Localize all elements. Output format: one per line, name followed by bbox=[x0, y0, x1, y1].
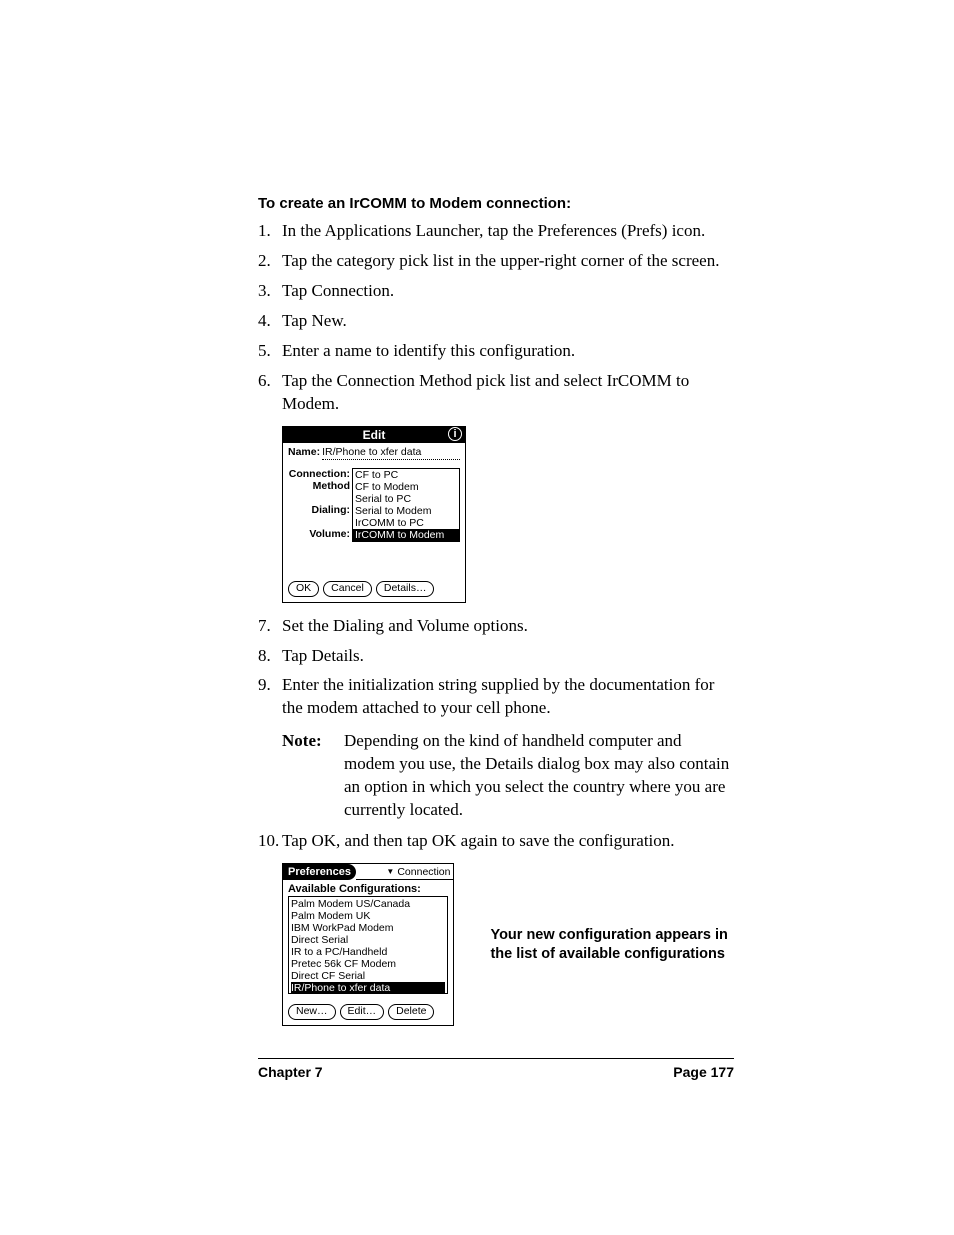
instruction-list-continue: 7.Set the Dialing and Volume options. 8.… bbox=[258, 615, 734, 721]
config-item[interactable]: Direct Serial bbox=[291, 934, 445, 946]
item-number: 7. bbox=[258, 615, 282, 638]
page-number: Page 177 bbox=[673, 1064, 734, 1080]
item-text: In the Applications Launcher, tap the Pr… bbox=[282, 220, 734, 243]
palm-edit-dialog: Edit i Name: IR/Phone to xfer data Conne… bbox=[282, 426, 466, 603]
picklist-option-selected[interactable]: IrCOMM to Modem bbox=[353, 529, 459, 541]
delete-button[interactable]: Delete bbox=[388, 1004, 434, 1020]
list-item: 9.Enter the initialization string suppli… bbox=[258, 674, 734, 720]
picklist-option[interactable]: CF to PC bbox=[353, 469, 459, 481]
volume-label: Volume: bbox=[288, 528, 350, 540]
document-page: To create an IrCOMM to Modem connection:… bbox=[0, 0, 954, 1235]
item-text: Enter a name to identify this configurat… bbox=[282, 340, 734, 363]
config-item[interactable]: Direct CF Serial bbox=[291, 970, 445, 982]
list-item: 2.Tap the category pick list in the uppe… bbox=[258, 250, 734, 273]
config-item[interactable]: IR to a PC/Handheld bbox=[291, 946, 445, 958]
connection-label: Connection: bbox=[288, 468, 350, 480]
info-icon[interactable]: i bbox=[448, 427, 462, 441]
item-number: 5. bbox=[258, 340, 282, 363]
page-footer: Chapter 7 Page 177 bbox=[258, 1058, 734, 1080]
config-item[interactable]: Palm Modem UK bbox=[291, 910, 445, 922]
list-item: 1.In the Applications Launcher, tap the … bbox=[258, 220, 734, 243]
instruction-list: 1.In the Applications Launcher, tap the … bbox=[258, 220, 734, 416]
connection-method-picklist[interactable]: CF to PC CF to Modem Serial to PC Serial… bbox=[352, 468, 460, 542]
configurations-list[interactable]: Palm Modem US/Canada Palm Modem UK IBM W… bbox=[288, 896, 448, 994]
figure-edit-dialog: Edit i Name: IR/Phone to xfer data Conne… bbox=[282, 426, 734, 603]
list-item: 4.Tap New. bbox=[258, 310, 734, 333]
section-heading: To create an IrCOMM to Modem connection: bbox=[258, 195, 734, 212]
picklist-option[interactable]: CF to Modem bbox=[353, 481, 459, 493]
list-item: 5.Enter a name to identify this configur… bbox=[258, 340, 734, 363]
config-item[interactable]: IBM WorkPad Modem bbox=[291, 922, 445, 934]
list-item: 6.Tap the Connection Method pick list an… bbox=[258, 370, 734, 416]
item-text: Tap New. bbox=[282, 310, 734, 333]
edit-button[interactable]: Edit… bbox=[340, 1004, 385, 1020]
list-item: 10.Tap OK, and then tap OK again to save… bbox=[258, 830, 734, 853]
dialog-button-row: OK Cancel Details… bbox=[283, 581, 465, 602]
details-button[interactable]: Details… bbox=[376, 581, 435, 597]
name-field-row: Name: IR/Phone to xfer data bbox=[288, 446, 460, 460]
note-block: Note: Depending on the kind of handheld … bbox=[282, 730, 734, 822]
note-text: Depending on the kind of handheld comput… bbox=[344, 730, 734, 822]
prefs-title: Preferences bbox=[283, 864, 356, 880]
item-text: Set the Dialing and Volume options. bbox=[282, 615, 734, 638]
cancel-button[interactable]: Cancel bbox=[323, 581, 372, 597]
prefs-button-row: New… Edit… Delete bbox=[283, 1004, 453, 1025]
item-text: Tap OK, and then tap OK again to save th… bbox=[282, 830, 734, 853]
note-label: Note: bbox=[282, 730, 344, 822]
dialog-title: Edit bbox=[363, 428, 386, 442]
palm-preferences-screen: Preferences Connection Available Configu… bbox=[282, 863, 454, 1026]
list-item: 3.Tap Connection. bbox=[258, 280, 734, 303]
config-item[interactable]: Palm Modem US/Canada bbox=[291, 898, 445, 910]
item-number: 4. bbox=[258, 310, 282, 333]
list-item: 8.Tap Details. bbox=[258, 645, 734, 668]
config-item-selected[interactable]: IR/Phone to xfer data bbox=[291, 982, 445, 994]
dialog-titlebar: Edit i bbox=[283, 427, 465, 443]
config-item[interactable]: Pretec 56k CF Modem bbox=[291, 958, 445, 970]
item-text: Tap Details. bbox=[282, 645, 734, 668]
figure-caption: Your new configuration appears in the li… bbox=[490, 926, 734, 962]
dialog-body: Name: IR/Phone to xfer data Connection: … bbox=[283, 443, 465, 581]
available-configs-heading: Available Configurations: bbox=[283, 880, 453, 896]
item-number: 10. bbox=[258, 830, 282, 853]
method-label: Method bbox=[288, 480, 350, 492]
item-number: 8. bbox=[258, 645, 282, 668]
category-picklist[interactable]: Connection bbox=[356, 864, 453, 880]
name-label: Name: bbox=[288, 446, 320, 458]
item-text: Tap Connection. bbox=[282, 280, 734, 303]
name-input[interactable]: IR/Phone to xfer data bbox=[322, 446, 460, 460]
prefs-titlebar: Preferences Connection bbox=[283, 864, 453, 880]
ok-button[interactable]: OK bbox=[288, 581, 319, 597]
chapter-label: Chapter 7 bbox=[258, 1064, 323, 1080]
item-number: 3. bbox=[258, 280, 282, 303]
picklist-option[interactable]: Serial to Modem bbox=[353, 505, 459, 517]
list-item: 7.Set the Dialing and Volume options. bbox=[258, 615, 734, 638]
item-number: 1. bbox=[258, 220, 282, 243]
item-number: 6. bbox=[258, 370, 282, 416]
new-button[interactable]: New… bbox=[288, 1004, 336, 1020]
dialing-label: Dialing: bbox=[288, 504, 350, 516]
picklist-option[interactable]: Serial to PC bbox=[353, 493, 459, 505]
item-text: Tap the category pick list in the upper-… bbox=[282, 250, 734, 273]
item-number: 2. bbox=[258, 250, 282, 273]
connection-method-block: Connection: Method Dialing: Volume: CF t… bbox=[288, 468, 460, 542]
instruction-list-continue-2: 10.Tap OK, and then tap OK again to save… bbox=[258, 830, 734, 853]
method-labels: Connection: Method Dialing: Volume: bbox=[288, 468, 352, 540]
item-text: Tap the Connection Method pick list and … bbox=[282, 370, 734, 416]
item-text: Enter the initialization string supplied… bbox=[282, 674, 734, 720]
picklist-option[interactable]: IrCOMM to PC bbox=[353, 517, 459, 529]
figure-preferences: Preferences Connection Available Configu… bbox=[282, 863, 734, 1026]
item-number: 9. bbox=[258, 674, 282, 720]
